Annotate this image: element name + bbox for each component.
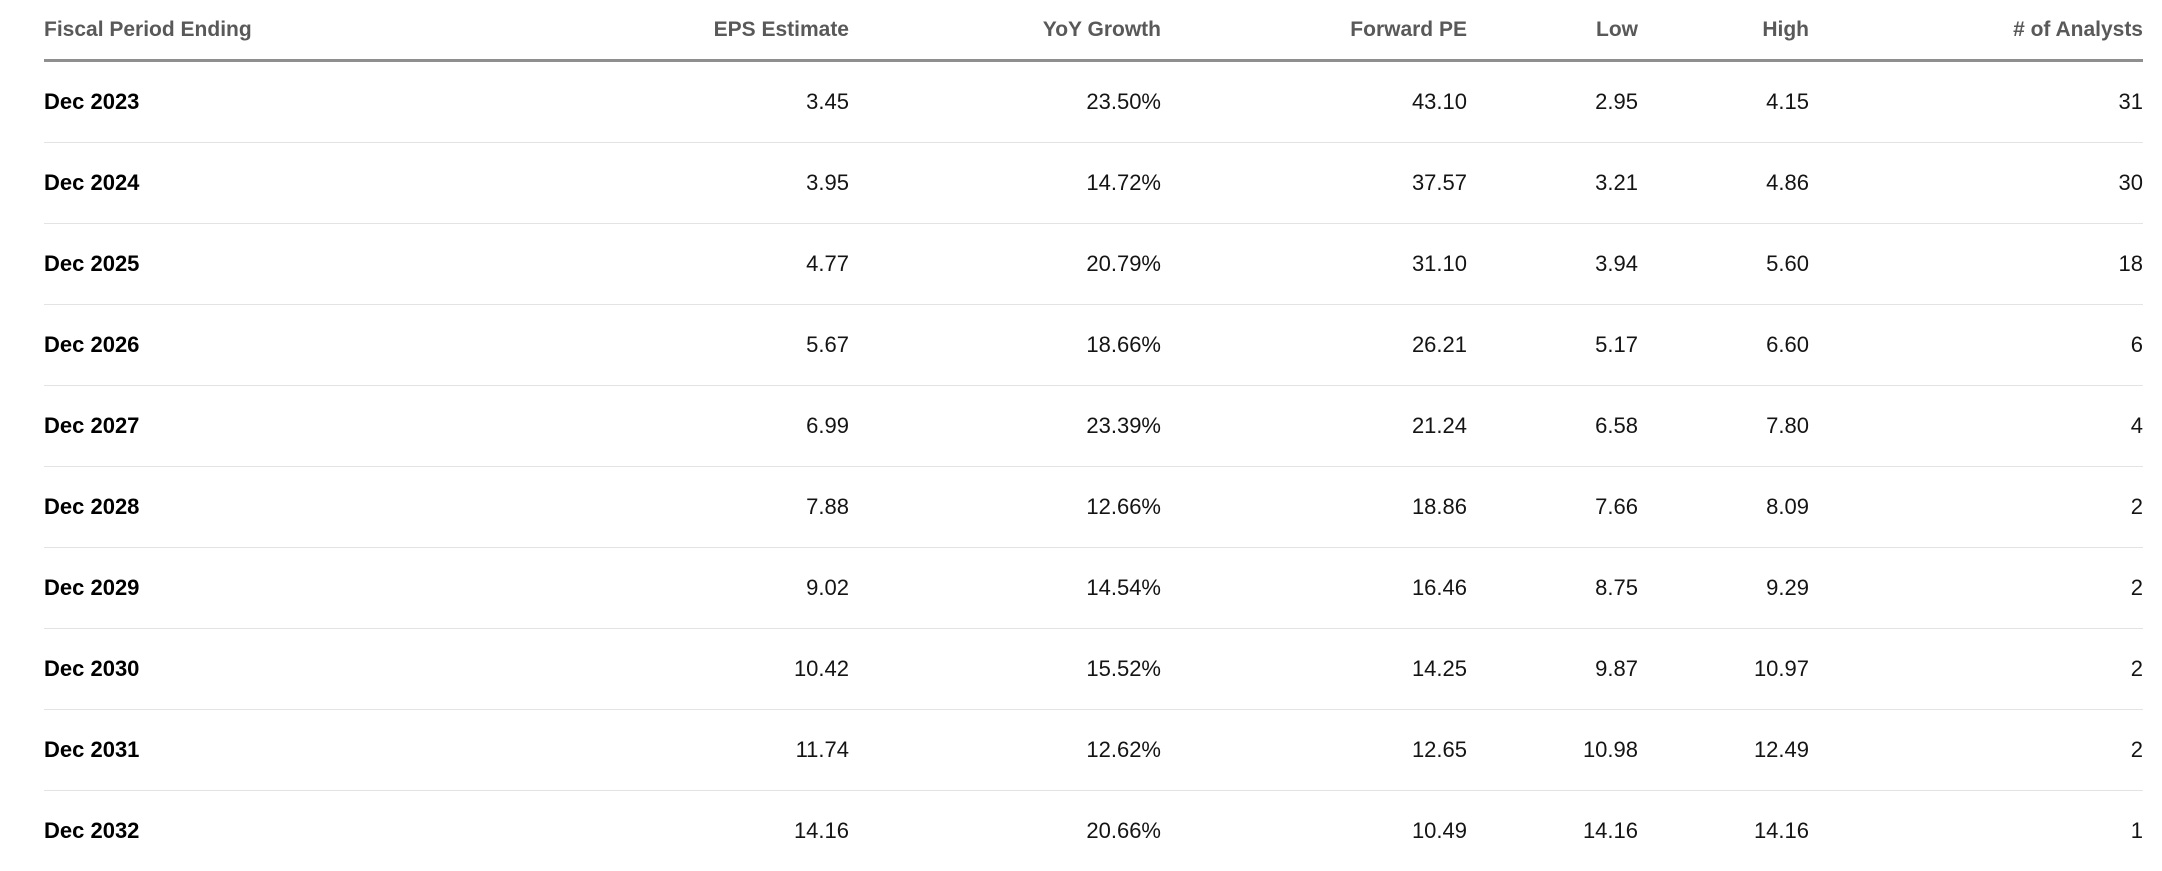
column-header-high: High — [1638, 0, 1809, 61]
cell-fiscal-period: Dec 2029 — [44, 548, 564, 629]
cell-fiscal-period: Dec 2030 — [44, 629, 564, 710]
table-row: Dec 2027 6.99 23.39% 21.24 6.58 7.80 4 — [44, 386, 2143, 467]
cell-fiscal-period: Dec 2023 — [44, 61, 564, 143]
cell-analysts: 2 — [1809, 467, 2143, 548]
cell-yoy-growth: 18.66% — [849, 305, 1161, 386]
cell-fiscal-period: Dec 2031 — [44, 710, 564, 791]
cell-forward-pe: 18.86 — [1161, 467, 1467, 548]
table-row: Dec 2032 14.16 20.66% 10.49 14.16 14.16 … — [44, 791, 2143, 871]
table-row: Dec 2028 7.88 12.66% 18.86 7.66 8.09 2 — [44, 467, 2143, 548]
cell-low: 9.87 — [1467, 629, 1638, 710]
cell-low: 3.94 — [1467, 224, 1638, 305]
cell-analysts: 4 — [1809, 386, 2143, 467]
cell-analysts: 30 — [1809, 143, 2143, 224]
cell-high: 8.09 — [1638, 467, 1809, 548]
cell-eps-estimate: 9.02 — [564, 548, 849, 629]
cell-analysts: 2 — [1809, 629, 2143, 710]
table-row: Dec 2031 11.74 12.62% 12.65 10.98 12.49 … — [44, 710, 2143, 791]
cell-low: 7.66 — [1467, 467, 1638, 548]
cell-yoy-growth: 15.52% — [849, 629, 1161, 710]
cell-eps-estimate: 5.67 — [564, 305, 849, 386]
cell-analysts: 1 — [1809, 791, 2143, 871]
cell-analysts: 2 — [1809, 710, 2143, 791]
cell-eps-estimate: 6.99 — [564, 386, 849, 467]
column-header-forward_pe: Forward PE — [1161, 0, 1467, 61]
cell-analysts: 31 — [1809, 61, 2143, 143]
cell-low: 8.75 — [1467, 548, 1638, 629]
cell-yoy-growth: 23.50% — [849, 61, 1161, 143]
cell-high: 4.86 — [1638, 143, 1809, 224]
cell-high: 14.16 — [1638, 791, 1809, 871]
cell-high: 7.80 — [1638, 386, 1809, 467]
cell-high: 9.29 — [1638, 548, 1809, 629]
cell-low: 5.17 — [1467, 305, 1638, 386]
column-header-analysts: # of Analysts — [1809, 0, 2143, 61]
cell-analysts: 2 — [1809, 548, 2143, 629]
cell-high: 4.15 — [1638, 61, 1809, 143]
cell-low: 14.16 — [1467, 791, 1638, 871]
cell-forward-pe: 14.25 — [1161, 629, 1467, 710]
cell-high: 6.60 — [1638, 305, 1809, 386]
cell-forward-pe: 31.10 — [1161, 224, 1467, 305]
column-header-period: Fiscal Period Ending — [44, 0, 564, 61]
table-row: Dec 2029 9.02 14.54% 16.46 8.75 9.29 2 — [44, 548, 2143, 629]
cell-fiscal-period: Dec 2028 — [44, 467, 564, 548]
cell-forward-pe: 16.46 — [1161, 548, 1467, 629]
cell-forward-pe: 21.24 — [1161, 386, 1467, 467]
table-row: Dec 2025 4.77 20.79% 31.10 3.94 5.60 18 — [44, 224, 2143, 305]
cell-yoy-growth: 20.66% — [849, 791, 1161, 871]
cell-eps-estimate: 14.16 — [564, 791, 849, 871]
cell-fiscal-period: Dec 2027 — [44, 386, 564, 467]
cell-low: 2.95 — [1467, 61, 1638, 143]
cell-eps-estimate: 11.74 — [564, 710, 849, 791]
cell-yoy-growth: 14.72% — [849, 143, 1161, 224]
column-header-yoy_growth: YoY Growth — [849, 0, 1161, 61]
cell-high: 5.60 — [1638, 224, 1809, 305]
column-header-low: Low — [1467, 0, 1638, 61]
table-row: Dec 2026 5.67 18.66% 26.21 5.17 6.60 6 — [44, 305, 2143, 386]
cell-yoy-growth: 20.79% — [849, 224, 1161, 305]
cell-forward-pe: 43.10 — [1161, 61, 1467, 143]
cell-yoy-growth: 14.54% — [849, 548, 1161, 629]
cell-forward-pe: 10.49 — [1161, 791, 1467, 871]
cell-eps-estimate: 3.45 — [564, 61, 849, 143]
cell-eps-estimate: 10.42 — [564, 629, 849, 710]
cell-forward-pe: 12.65 — [1161, 710, 1467, 791]
cell-eps-estimate: 3.95 — [564, 143, 849, 224]
cell-eps-estimate: 7.88 — [564, 467, 849, 548]
cell-low: 3.21 — [1467, 143, 1638, 224]
table-row: Dec 2023 3.45 23.50% 43.10 2.95 4.15 31 — [44, 61, 2143, 143]
cell-eps-estimate: 4.77 — [564, 224, 849, 305]
cell-low: 10.98 — [1467, 710, 1638, 791]
cell-high: 12.49 — [1638, 710, 1809, 791]
table-row: Dec 2024 3.95 14.72% 37.57 3.21 4.86 30 — [44, 143, 2143, 224]
cell-analysts: 6 — [1809, 305, 2143, 386]
table-row: Dec 2030 10.42 15.52% 14.25 9.87 10.97 2 — [44, 629, 2143, 710]
cell-analysts: 18 — [1809, 224, 2143, 305]
cell-fiscal-period: Dec 2026 — [44, 305, 564, 386]
column-header-eps_estimate: EPS Estimate — [564, 0, 849, 61]
cell-fiscal-period: Dec 2025 — [44, 224, 564, 305]
cell-high: 10.97 — [1638, 629, 1809, 710]
cell-yoy-growth: 12.62% — [849, 710, 1161, 791]
cell-low: 6.58 — [1467, 386, 1638, 467]
cell-forward-pe: 26.21 — [1161, 305, 1467, 386]
cell-forward-pe: 37.57 — [1161, 143, 1467, 224]
cell-fiscal-period: Dec 2032 — [44, 791, 564, 871]
cell-fiscal-period: Dec 2024 — [44, 143, 564, 224]
cell-yoy-growth: 12.66% — [849, 467, 1161, 548]
cell-yoy-growth: 23.39% — [849, 386, 1161, 467]
